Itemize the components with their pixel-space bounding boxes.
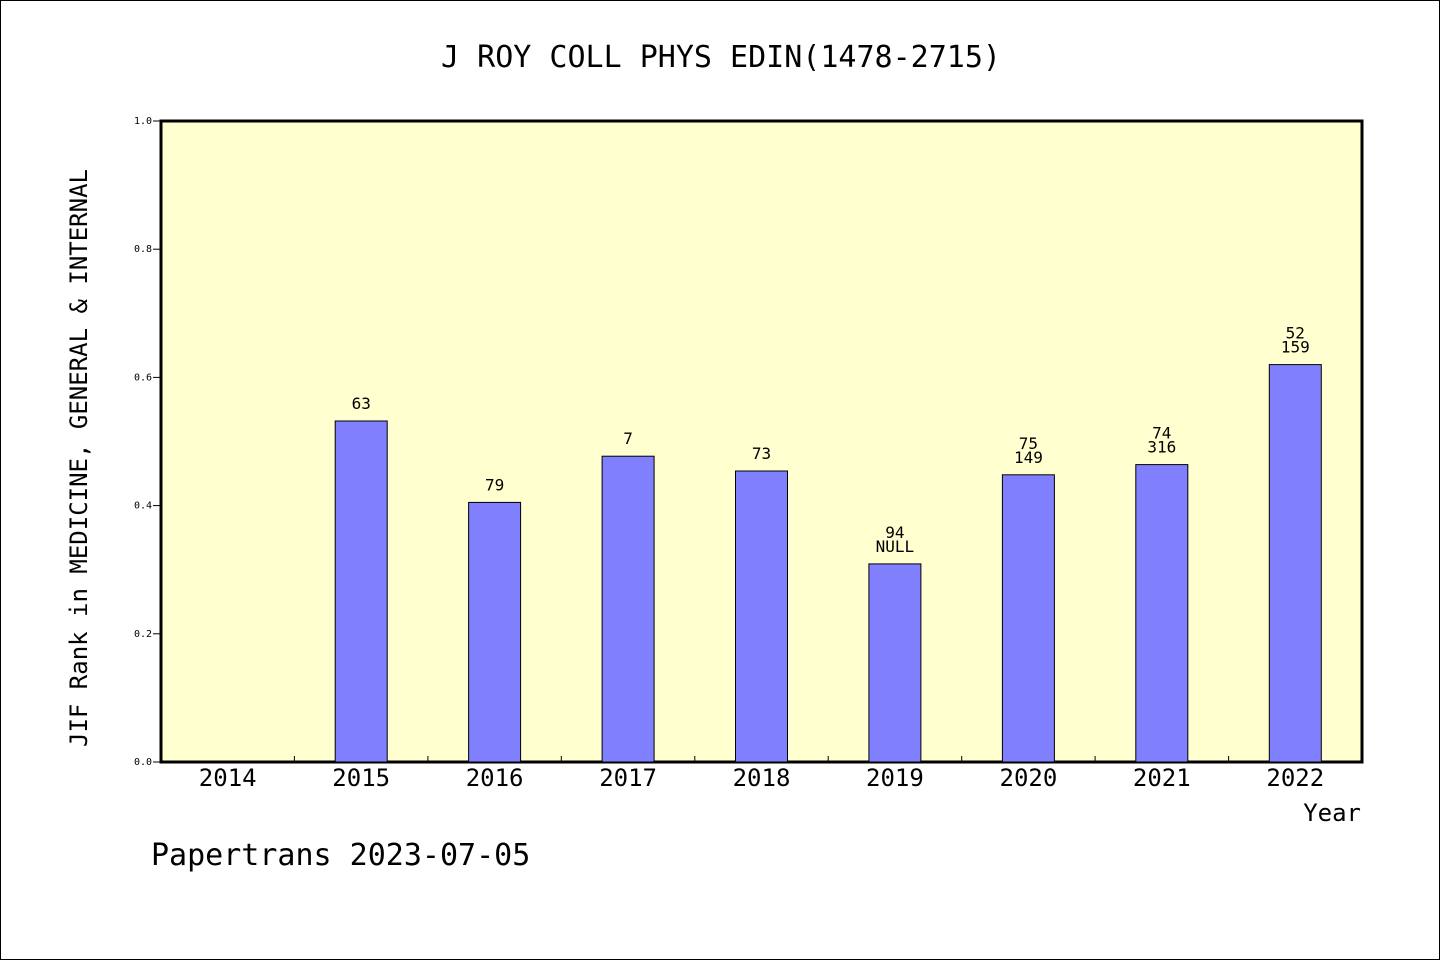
bar-2017 [601,455,655,763]
y-axis-label: JIF Rank in MEDICINE, GENERAL & INTERNAL [65,169,93,747]
bar-value-label: 52 [1286,324,1305,343]
bar-value-label: 74 [1152,424,1171,443]
x-tick-label: 2015 [332,764,390,792]
y-tick-label: 0.4 [134,501,152,512]
x-tick-label: 2014 [199,764,257,792]
bar-value-label: 94 [885,523,904,542]
x-tick-label: 2018 [733,764,791,792]
bar-2019 [868,563,922,763]
watermark: Papertrans 2023-07-05 [151,838,530,873]
x-tick-label: 2019 [866,764,924,792]
x-tick-label: 2020 [1000,764,1058,792]
bar-2018 [735,470,788,763]
chart-title: J ROY COLL PHYS EDIN(1478-2715) [441,40,1001,75]
x-axis-label: Year [1303,799,1361,827]
bar-value-label: 73 [752,444,771,463]
bar-2021 [1135,464,1189,763]
bar-2020 [1001,474,1055,763]
y-tick-label: 0.6 [134,372,152,383]
bar-value-label: 79 [485,475,504,494]
y-tick-label: 1.0 [134,116,152,127]
bar-value-label: 316 [1147,438,1176,457]
bar-2015 [334,420,388,763]
x-tick-label: 2017 [599,764,657,792]
x-tick-label: 2021 [1133,764,1191,792]
bar-value-label: 75 [1019,434,1038,453]
bar-value-label: NULL [876,537,915,556]
x-tick-label: 2016 [466,764,524,792]
y-tick-label: 0.8 [134,244,152,255]
bar-value-label: 63 [352,394,371,413]
x-tick-label: 2022 [1266,764,1324,792]
y-tick-label: 0.2 [134,629,152,640]
bar-value-label: 149 [1014,448,1043,467]
bar-2022 [1268,364,1322,763]
y-tick-label: 0.0 [134,757,152,768]
bar-value-label: 159 [1281,338,1310,357]
bar-2016 [468,501,522,763]
bar-value-label: 7 [623,429,633,448]
